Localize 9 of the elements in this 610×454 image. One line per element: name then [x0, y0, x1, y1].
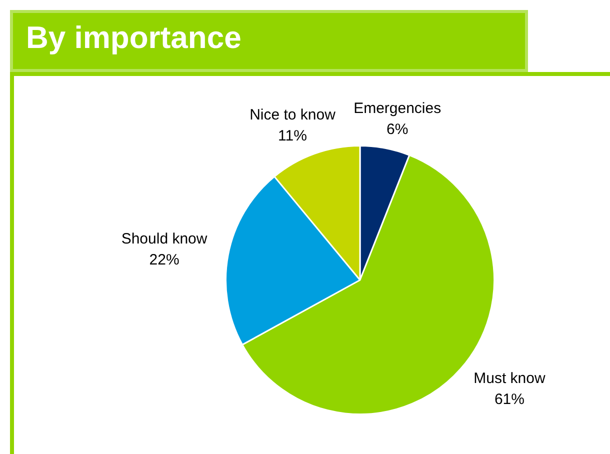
slice-label: Emergencies: [354, 100, 442, 117]
data-label: 6%: [386, 120, 408, 138]
slice-label: Must know: [474, 370, 546, 387]
slice-label: Nice to know: [250, 106, 336, 124]
chart-title: By importance: [26, 20, 242, 56]
data-label: 61%: [494, 390, 524, 408]
data-label: 22%: [149, 251, 180, 268]
slice-label: Should know: [121, 230, 208, 248]
data-label: 11%: [278, 128, 307, 145]
